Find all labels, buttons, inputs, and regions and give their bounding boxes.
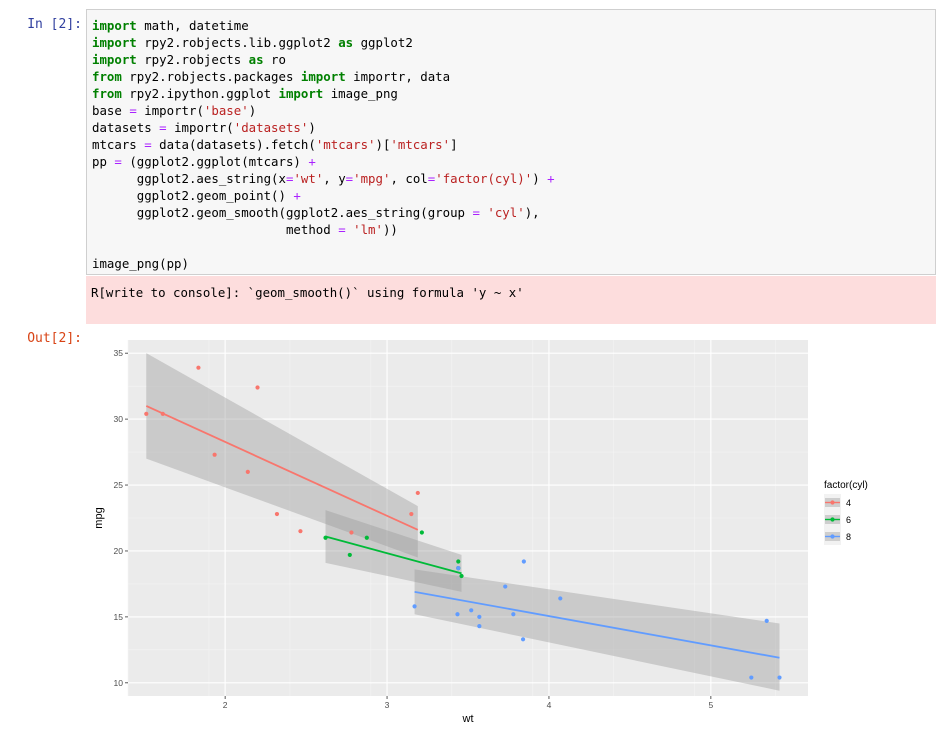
y-axis-title: mpg: [93, 507, 105, 528]
y-tick-label: 20: [114, 546, 124, 556]
data-point-cyl-8: [558, 596, 563, 601]
confidence-band-4: [146, 353, 418, 558]
y-tick-label: 15: [114, 612, 124, 622]
legend-key-point-6: [830, 517, 835, 522]
output-prompt: Out[2]:: [27, 331, 82, 346]
ggplot-chart: 2 3 4 5 10 15 20 25 30 35 wt mpg factor(cyl) 4 6 8: [93, 340, 868, 725]
data-point-cyl-6: [347, 552, 352, 558]
data-point-cyl-8: [521, 559, 526, 564]
data-point-cyl-8: [749, 675, 754, 680]
confidence-band-6: [325, 510, 462, 592]
data-point-cyl-4: [144, 411, 149, 416]
data-point-cyl-4: [196, 365, 201, 370]
fit-line-cyl-4: [145, 405, 419, 531]
legend-label-8: 8: [846, 532, 851, 542]
data-point-cyl-8: [477, 614, 482, 619]
x-tick-label: 5: [708, 700, 713, 710]
input-prompt: In [2]:: [27, 17, 82, 32]
stderr-text: R[write to console]: `geom_smooth()` usi…: [91, 285, 524, 300]
legend-key-point-4: [830, 500, 835, 505]
data-point-cyl-6: [459, 573, 464, 579]
data-point-cyl-4: [212, 452, 217, 457]
data-point-cyl-4: [245, 469, 250, 474]
data-point-cyl-4: [409, 511, 414, 517]
code-editor[interactable]: import math, datetime import rpy2.robjec…: [92, 18, 555, 271]
data-point-cyl-4: [298, 529, 303, 534]
y-tick-label: 10: [114, 678, 124, 688]
legend-title: factor(cyl): [824, 480, 868, 491]
y-tick-label: 25: [114, 480, 124, 490]
y-tick-label: 35: [114, 348, 124, 358]
confidence-band-8: [414, 569, 780, 691]
data-point-cyl-8: [412, 604, 417, 609]
legend-label-4: 4: [846, 498, 851, 508]
data-point-cyl-4: [415, 490, 420, 496]
stderr-output: R[write to console]: `geom_smooth()` usi…: [86, 276, 936, 324]
data-point-cyl-6: [419, 530, 424, 535]
code-cell[interactable]: import math, datetime import rpy2.robjec…: [86, 9, 936, 275]
data-point-cyl-6: [456, 559, 461, 564]
data-point-cyl-8: [456, 566, 461, 571]
x-axis-title: wt: [462, 713, 474, 725]
x-tick-label: 4: [547, 700, 552, 710]
y-tick-label: 30: [114, 414, 124, 424]
data-point-cyl-4: [349, 530, 354, 535]
data-point-cyl-8: [455, 612, 460, 617]
data-point-cyl-8: [503, 584, 508, 589]
data-point-cyl-4: [274, 511, 280, 517]
data-point-cyl-8: [520, 637, 526, 642]
data-point-cyl-6: [364, 535, 369, 540]
legend-key-point-8: [830, 534, 835, 539]
plot-output: 2 3 4 5 10 15 20 25 30 35 wt mpg factor(cyl) 4 6 8: [86, 332, 886, 730]
data-point-cyl-8: [764, 618, 769, 623]
data-point-cyl-8: [469, 608, 474, 613]
x-tick-label: 3: [385, 700, 390, 710]
fit-line-cyl-6: [325, 535, 462, 575]
data-point-cyl-8: [777, 675, 782, 680]
x-tick-label: 2: [223, 700, 228, 710]
data-point-cyl-8: [477, 624, 482, 629]
data-point-cyl-8: [511, 612, 516, 617]
data-point-cyl-4: [255, 385, 260, 390]
legend-label-6: 6: [846, 515, 851, 525]
fit-line-cyl-8: [414, 590, 780, 659]
